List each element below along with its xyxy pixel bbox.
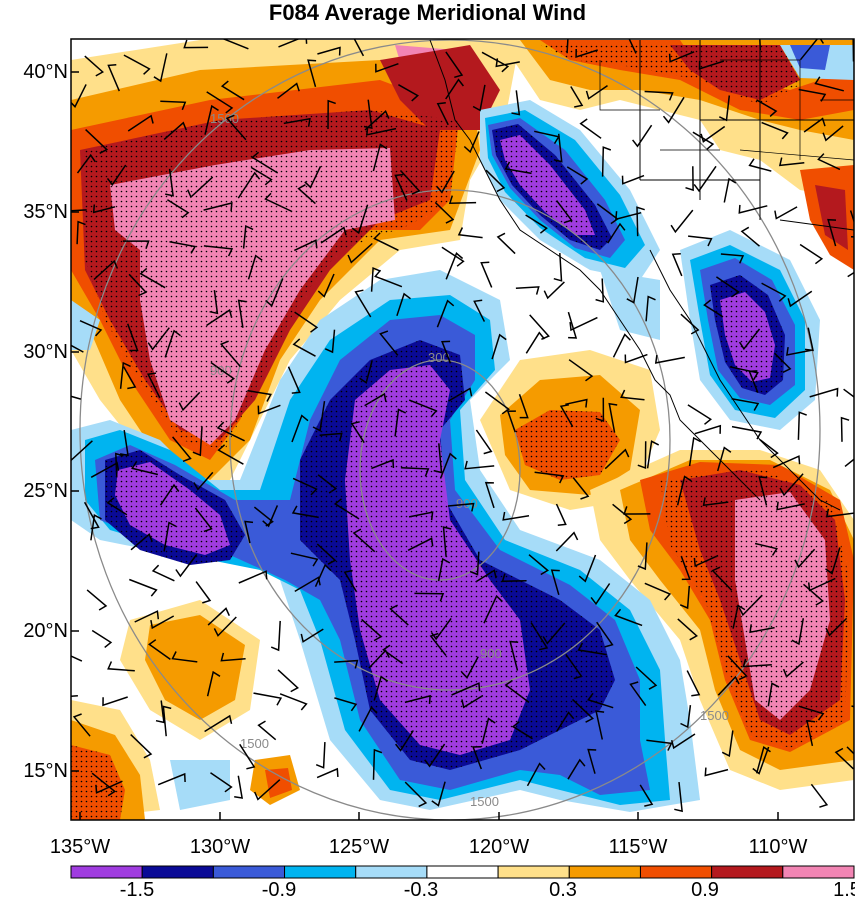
lat-label: 25°N bbox=[0, 480, 68, 502]
colorbar-swatch bbox=[71, 866, 142, 878]
colorbar-label: 0.3 bbox=[533, 879, 593, 901]
colorbar-label: -1.5 bbox=[107, 879, 167, 901]
lat-label: 15°N bbox=[0, 760, 68, 782]
colorbar-swatch bbox=[712, 866, 783, 878]
colorbar-label: 1.5 bbox=[817, 879, 855, 901]
lon-label: 120°W bbox=[454, 836, 544, 858]
contour-label: 1500 bbox=[240, 736, 269, 751]
colorbar-swatch bbox=[427, 866, 498, 878]
contour-label: 900 bbox=[480, 646, 502, 661]
colorbar-label: -0.3 bbox=[391, 879, 451, 901]
colorbar-swatch bbox=[356, 866, 427, 878]
colorbar bbox=[71, 866, 854, 878]
colorbar-swatch bbox=[213, 866, 284, 878]
colorbar-label: 0.9 bbox=[675, 879, 735, 901]
lon-label: 125°W bbox=[314, 836, 404, 858]
lat-label: 40°N bbox=[0, 61, 68, 83]
lon-label: 135°W bbox=[35, 836, 125, 858]
colorbar-label: -0.9 bbox=[249, 879, 309, 901]
lat-label: 35°N bbox=[0, 201, 68, 223]
colorbar-swatch bbox=[498, 866, 569, 878]
lon-label: 110°W bbox=[733, 836, 823, 858]
lon-label: 130°W bbox=[175, 836, 265, 858]
colorbar-swatch bbox=[142, 866, 213, 878]
colorbar-swatch bbox=[569, 866, 640, 878]
contour-label: 1500 bbox=[700, 708, 729, 723]
lat-label: 20°N bbox=[0, 620, 68, 642]
colorbar-swatch bbox=[783, 866, 854, 878]
lat-label: 30°N bbox=[0, 341, 68, 363]
colorbar-swatch bbox=[285, 866, 356, 878]
lon-label: 115°W bbox=[593, 836, 683, 858]
contour-label: 1500 bbox=[470, 794, 499, 809]
contour-label: 1500 bbox=[210, 111, 239, 126]
colorbar-swatch bbox=[640, 866, 711, 878]
